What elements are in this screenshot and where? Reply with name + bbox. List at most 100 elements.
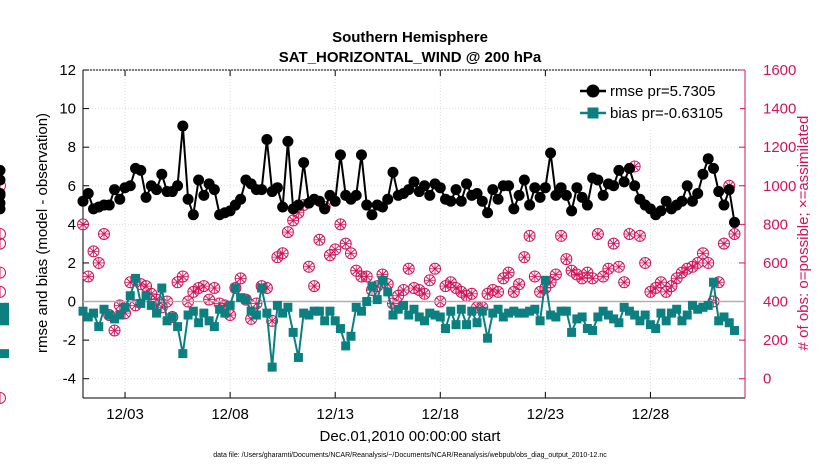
- bias-point: [398, 300, 408, 310]
- bias-point: [146, 300, 156, 310]
- bias-point: [551, 312, 561, 322]
- bias-point: [115, 310, 125, 320]
- bias-point: [546, 310, 556, 320]
- obs-possible-point: [0, 392, 6, 404]
- rmse-point: [560, 189, 572, 201]
- y-tick-label: 2: [68, 255, 76, 272]
- y-tick-label: 10: [59, 101, 76, 118]
- obs-assimilated-point: [566, 265, 578, 277]
- obs-assimilated-point: [597, 270, 609, 282]
- rmse-point: [518, 174, 530, 186]
- bias-point: [383, 287, 393, 297]
- obs-possible-point: [0, 266, 6, 279]
- obs-assimilated-point: [466, 288, 478, 300]
- obs-assimilated-point: [655, 276, 667, 288]
- rmse-point: [193, 174, 205, 186]
- bias-point: [472, 318, 482, 328]
- rmse-point: [172, 180, 184, 192]
- bias-point: [141, 291, 151, 301]
- rmse-point: [0, 197, 6, 209]
- rmse-point: [350, 189, 362, 201]
- obs-assimilated-point: [503, 267, 515, 279]
- rmse-point: [539, 182, 551, 194]
- obs-assimilated-point: [208, 282, 220, 294]
- bias-point: [535, 316, 545, 326]
- bias-point: [0, 316, 9, 326]
- legend-rmse-marker: [586, 84, 600, 98]
- rmse-point: [608, 180, 620, 192]
- rmse-point: [576, 191, 588, 203]
- bias-point: [283, 302, 293, 312]
- rmse-point: [387, 166, 399, 178]
- bias-point: [456, 304, 466, 314]
- bias-point: [708, 277, 718, 287]
- y-tick-label: 0: [68, 294, 76, 311]
- bias-point: [251, 310, 261, 320]
- obs-assimilated-point: [88, 245, 100, 257]
- bias-point: [556, 306, 566, 316]
- bias-point: [367, 281, 377, 291]
- obs-assimilated-point: [203, 294, 215, 306]
- obs-assimilated-point: [702, 257, 714, 269]
- rmse-point: [208, 184, 220, 196]
- rmse-point: [361, 199, 373, 211]
- rmse-point: [555, 182, 567, 194]
- bias-point: [110, 314, 120, 324]
- bias-point: [509, 306, 519, 316]
- bias-point: [577, 312, 587, 322]
- bias-point: [104, 310, 114, 320]
- bias-point: [157, 283, 167, 293]
- rmse-point: [313, 195, 325, 207]
- bias-point: [603, 310, 613, 320]
- obs-assimilated-point: [587, 272, 599, 284]
- rmse-point: [124, 180, 136, 192]
- bias-point: [99, 304, 109, 314]
- rmse-point: [660, 195, 672, 207]
- obs-assimilated-point: [492, 286, 504, 298]
- rmse-point: [408, 176, 420, 188]
- obs-assimilated-point: [177, 270, 189, 282]
- bias-point: [561, 306, 571, 316]
- obs-assimilated-point: [665, 280, 677, 292]
- bias-point: [519, 308, 529, 318]
- bias-point: [178, 349, 188, 359]
- bias-point: [335, 324, 345, 334]
- obs-assimilated-point: [560, 253, 572, 265]
- rmse-point: [697, 168, 709, 180]
- bias-point: [651, 324, 661, 334]
- rmse-point: [271, 182, 283, 194]
- bias-point: [666, 308, 676, 318]
- obs-assimilated-point: [429, 263, 441, 275]
- rmse-point: [235, 193, 247, 205]
- bias-point: [404, 310, 414, 320]
- bias-series: [0, 273, 739, 372]
- bias-point: [514, 308, 524, 318]
- bias-point: [125, 291, 135, 301]
- obs-assimilated-point: [576, 272, 588, 284]
- obs-assimilated-point: [403, 263, 415, 275]
- bias-point: [94, 322, 104, 332]
- rmse-point: [103, 199, 115, 211]
- rmse-point: [0, 174, 6, 186]
- rmse-series: [0, 120, 740, 228]
- y2-tick-label: 400: [763, 294, 788, 311]
- bias-point: [236, 293, 246, 303]
- obs-possible-point: [0, 179, 6, 192]
- bias-point: [624, 306, 634, 316]
- obs-assimilated-point: [198, 280, 210, 292]
- bias-point: [540, 275, 550, 285]
- rmse-point: [487, 184, 499, 196]
- bias-point: [220, 308, 230, 318]
- y2-tick-label: 800: [763, 216, 788, 233]
- obs-assimilated-point: [482, 288, 494, 300]
- obs-assimilated-point: [550, 269, 562, 281]
- bias-point: [199, 308, 209, 318]
- x-tick-label: 12/18: [421, 406, 459, 423]
- rmse-point: [292, 199, 304, 211]
- rmse-point: [492, 193, 504, 205]
- bias-point: [304, 310, 314, 320]
- chart-title: Southern Hemisphere: [332, 29, 488, 46]
- data-file-note: data file: /Users/gharamti/Documents/NCA…: [213, 452, 607, 459]
- rmse-point: [434, 182, 446, 194]
- bias-point: [493, 304, 503, 314]
